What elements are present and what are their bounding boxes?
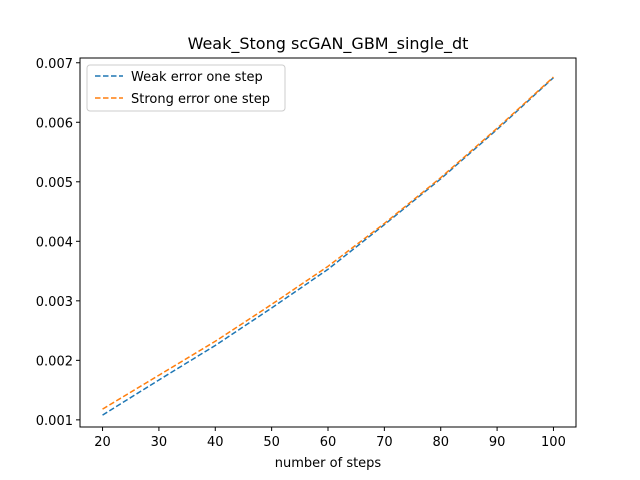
legend-label: Strong error one step bbox=[131, 92, 270, 107]
x-tick-label: 80 bbox=[432, 435, 449, 450]
x-tick-label: 70 bbox=[376, 435, 393, 450]
x-axis-title: number of steps bbox=[275, 456, 382, 471]
y-tick-label: 0.003 bbox=[36, 295, 73, 310]
x-tick-label: 60 bbox=[320, 435, 337, 450]
legend-label: Weak error one step bbox=[131, 70, 263, 85]
x-tick-label: 40 bbox=[207, 435, 224, 450]
y-tick-label: 0.005 bbox=[36, 176, 73, 191]
x-tick-label: 50 bbox=[263, 435, 280, 450]
chart-title: Weak_Stong scGAN_GBM_single_dt bbox=[188, 34, 469, 54]
plot-area: 20 30 40 50 60 70 80 90 100 0.001 0.002 0.003 0.004 0… bbox=[36, 57, 577, 450]
x-tick-label: 90 bbox=[489, 435, 506, 450]
y-tick-label: 0.001 bbox=[36, 414, 73, 429]
y-tick-label: 0.007 bbox=[36, 57, 73, 72]
y-tick-label: 0.004 bbox=[36, 235, 73, 250]
x-tick-label: 20 bbox=[94, 435, 111, 450]
series-line-strong-error bbox=[102, 76, 554, 410]
x-tick-label: 30 bbox=[151, 435, 168, 450]
legend-box bbox=[86, 64, 286, 112]
axes-frame bbox=[79, 57, 577, 428]
series-line-weak-error bbox=[102, 77, 554, 416]
y-tick-label: 0.006 bbox=[36, 116, 73, 131]
x-tick-label: 100 bbox=[541, 435, 566, 450]
y-tick-label: 0.002 bbox=[36, 354, 73, 369]
